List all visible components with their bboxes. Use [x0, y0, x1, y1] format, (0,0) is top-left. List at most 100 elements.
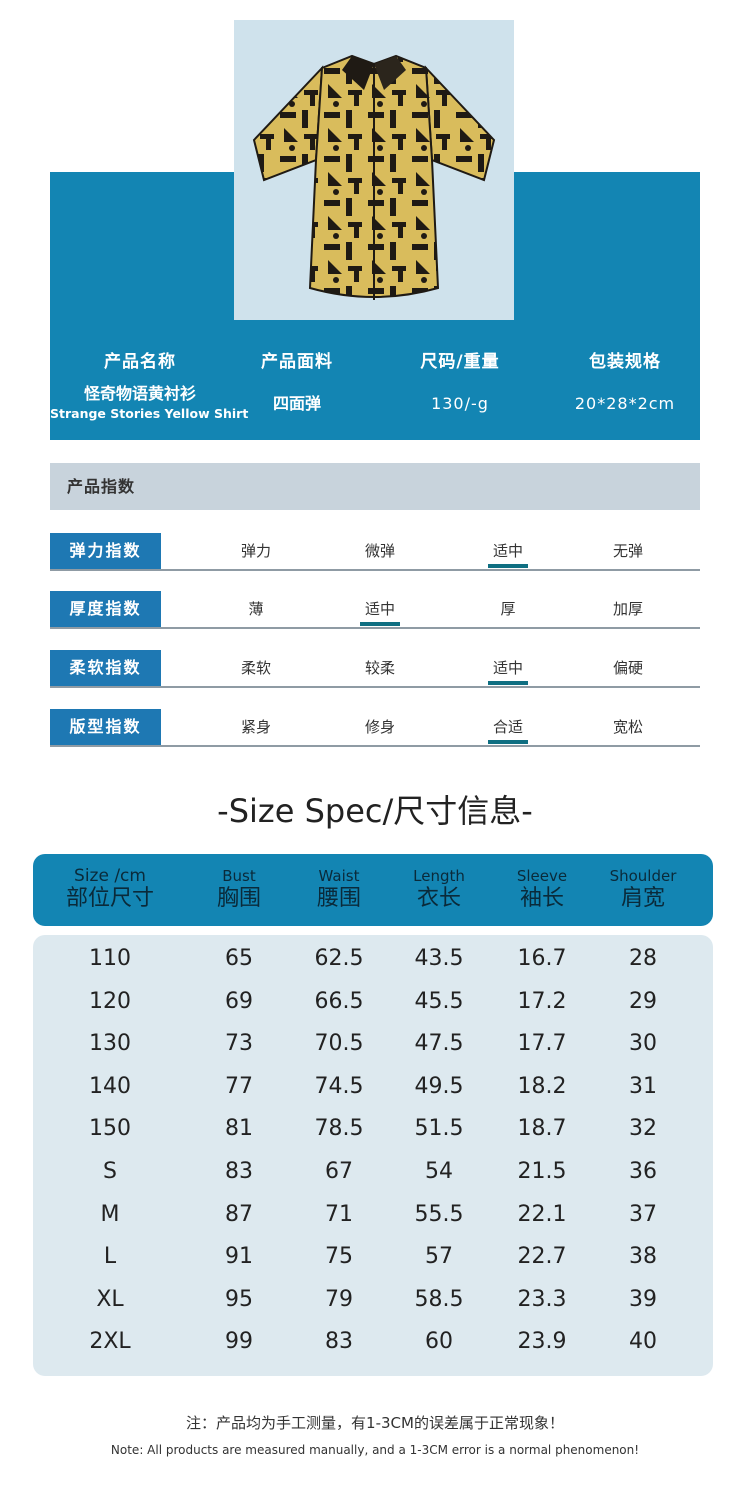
- table-row: M 87 71 55.5 22.1 37: [33, 1195, 713, 1235]
- table-row: 2XL 99 83 60 23.9 40: [33, 1322, 713, 1362]
- index-option: 厚: [500, 600, 516, 618]
- column-header-shoulder: Shoulder 肩宽: [609, 867, 677, 911]
- column-header-length: Length 衣长: [413, 867, 465, 911]
- table-row: XL 95 79 58.5 23.3 39: [33, 1280, 713, 1320]
- table-cell: 37: [629, 1201, 657, 1227]
- size-table-header: Size /cm 部位尺寸 Bust 胸围 Waist 腰围 Length 衣长…: [33, 854, 713, 926]
- table-cell: 40: [629, 1329, 657, 1355]
- table-row: S 83 67 54 21.5 36: [33, 1152, 713, 1192]
- table-cell: 150: [89, 1116, 131, 1142]
- index-option: 无弹: [612, 542, 643, 560]
- table-cell: S: [103, 1159, 117, 1184]
- index-option: 柔软: [240, 659, 271, 677]
- package-header: 包装规格: [589, 352, 661, 372]
- table-cell: 73: [225, 1031, 253, 1057]
- table-cell: 77: [225, 1073, 253, 1099]
- table-cell: 65: [225, 946, 253, 971]
- product-index-title: 产品指数: [67, 477, 136, 496]
- table-cell: 60: [425, 1329, 453, 1355]
- table-cell: 39: [629, 1286, 657, 1312]
- table-row: 110 65 62.5 43.5 16.7 28: [33, 939, 713, 979]
- table-cell: 62.5: [314, 946, 364, 971]
- table-cell: M: [100, 1201, 120, 1227]
- table-cell: 120: [89, 988, 131, 1014]
- table-cell: 71: [325, 1201, 353, 1227]
- table-cell: 70.5: [314, 1031, 364, 1057]
- table-cell: 43.5: [414, 946, 464, 971]
- table-cell: 49.5: [414, 1073, 464, 1099]
- table-cell: 38: [629, 1244, 657, 1270]
- table-cell: 69: [225, 988, 253, 1014]
- product-name-column: 产品名称 怪奇物语黄衬衫 Strange Stories Yellow Shir…: [50, 350, 249, 422]
- table-cell: L: [103, 1244, 117, 1270]
- table-cell: 58.5: [414, 1286, 464, 1312]
- table-cell: 83: [225, 1159, 253, 1184]
- size-weight-header: 尺码/重量: [420, 352, 500, 372]
- index-row-softness: 柔软指数 柔软 较柔 适中 偏硬: [50, 650, 700, 688]
- index-option: 修身: [364, 718, 395, 736]
- index-option: 宽松: [612, 718, 643, 736]
- index-label: 柔软指数: [50, 650, 161, 686]
- product-name-en: Strange Stories Yellow Shirt: [50, 406, 249, 421]
- table-row: 150 81 78.5 51.5 18.7 32: [33, 1109, 713, 1149]
- table-cell: 30: [629, 1031, 657, 1057]
- table-cell: 47.5: [414, 1031, 464, 1057]
- table-cell: 17.2: [517, 988, 567, 1014]
- table-cell: 66.5: [314, 988, 364, 1014]
- size-weight-value: 130/-g: [431, 394, 489, 413]
- shirt-image: [252, 54, 496, 300]
- package-value: 20*28*2cm: [574, 394, 676, 413]
- column-header-sleeve: Sleeve 袖长: [516, 867, 568, 911]
- column-header-size: Size /cm 部位尺寸: [65, 866, 154, 911]
- product-photo: [234, 20, 514, 320]
- table-cell: 22.1: [517, 1201, 567, 1227]
- table-cell: 51.5: [414, 1116, 464, 1142]
- index-option: 偏硬: [612, 659, 643, 677]
- table-cell: 18.2: [517, 1073, 567, 1099]
- table-cell: 17.7: [517, 1031, 567, 1057]
- table-cell: 21.5: [517, 1159, 567, 1184]
- table-cell: 79: [325, 1286, 353, 1312]
- note-english: Note: All products are measured manually…: [110, 1443, 640, 1457]
- table-row: 130 73 70.5 47.5 17.7 30: [33, 1024, 713, 1064]
- note-chinese: 注：产品均为手工测量，有1-3CM的误差属于正常现象！: [186, 1414, 564, 1432]
- table-cell: 16.7: [517, 946, 567, 971]
- table-cell: 81: [225, 1116, 253, 1142]
- table-cell: 57: [425, 1244, 453, 1270]
- table-row: 140 77 74.5 49.5 18.2 31: [33, 1067, 713, 1107]
- table-cell: 23.3: [517, 1286, 567, 1312]
- column-header-waist: Waist 腰围: [316, 867, 361, 911]
- index-option: 适中: [458, 650, 558, 686]
- index-row-elasticity: 弹力指数 弹力 微弹 适中 无弹: [50, 533, 700, 571]
- size-spec-title: -Size Spec/尺寸信息-: [217, 792, 533, 830]
- table-cell: 22.7: [517, 1244, 567, 1270]
- index-option: 加厚: [612, 600, 643, 618]
- index-option: 微弹: [364, 542, 395, 560]
- table-cell: 55.5: [414, 1201, 464, 1227]
- product-fabric-column: 产品面料 四面弹: [232, 350, 362, 414]
- size-table-body: 110 65 62.5 43.5 16.7 28 120 69 66.5 45.5 17.2 29 13…: [33, 935, 713, 1376]
- table-cell: 78.5: [314, 1116, 364, 1142]
- index-option: 薄: [248, 600, 264, 618]
- product-fabric-header: 产品面料: [261, 352, 333, 372]
- product-index-header: 产品指数: [50, 463, 700, 510]
- index-row-thickness: 厚度指数 薄 适中 厚 加厚: [50, 591, 700, 629]
- index-label: 版型指数: [50, 709, 161, 745]
- table-cell: 29: [629, 988, 657, 1014]
- table-cell: 2XL: [89, 1329, 131, 1355]
- table-cell: 54: [425, 1159, 453, 1184]
- index-row-fit: 版型指数 紧身 修身 合适 宽松: [50, 709, 700, 747]
- table-cell: 18.7: [517, 1116, 567, 1142]
- table-cell: 31: [629, 1073, 657, 1099]
- package-column: 包装规格 20*28*2cm: [550, 350, 700, 414]
- product-fabric-value: 四面弹: [272, 394, 321, 413]
- index-label: 厚度指数: [50, 591, 161, 627]
- index-option: 适中: [458, 533, 558, 569]
- index-label: 弹力指数: [50, 533, 161, 569]
- table-cell: XL: [96, 1286, 124, 1312]
- table-cell: 95: [225, 1286, 253, 1312]
- table-cell: 28: [629, 946, 657, 971]
- index-option: 合适: [458, 709, 558, 745]
- table-cell: 45.5: [414, 988, 464, 1014]
- table-cell: 32: [629, 1116, 657, 1142]
